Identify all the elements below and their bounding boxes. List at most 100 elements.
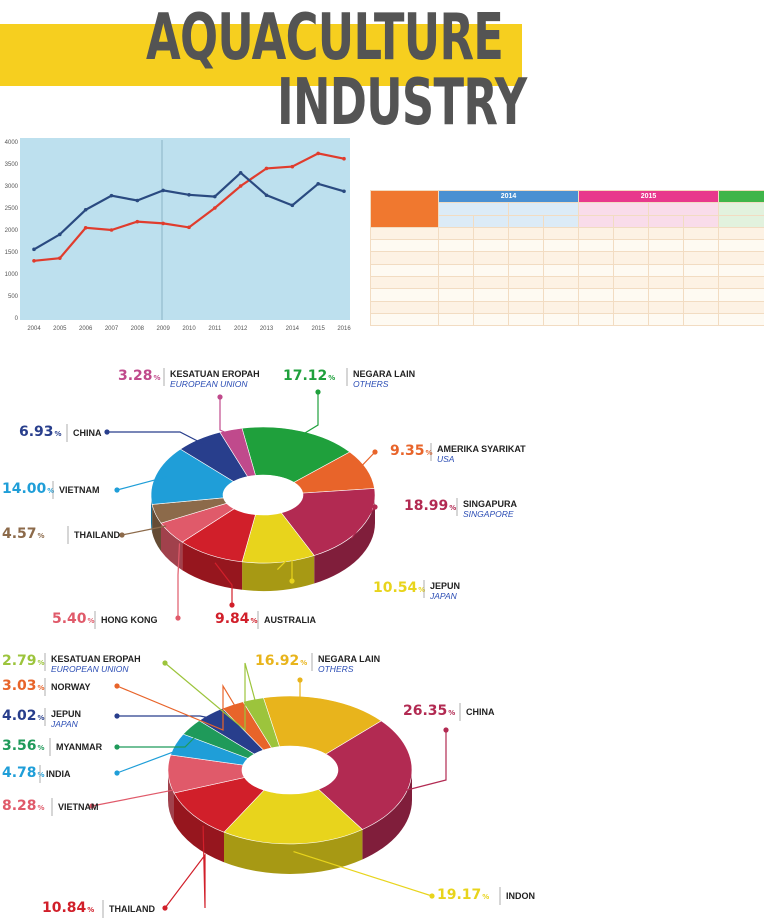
data-point bbox=[84, 208, 88, 212]
table-row bbox=[371, 252, 764, 264]
percent-sign: % bbox=[328, 374, 335, 382]
x-tick-label: 2005 bbox=[53, 326, 67, 332]
slice-label: SINGAPURA bbox=[463, 499, 518, 509]
table-cell bbox=[684, 301, 719, 313]
percent-sign: % bbox=[38, 659, 45, 667]
table-cell bbox=[684, 289, 719, 301]
table-cell bbox=[719, 264, 764, 276]
table-cell bbox=[614, 277, 649, 289]
table-subheader bbox=[719, 203, 764, 215]
slice-label: CHINA bbox=[73, 428, 102, 438]
table-cell bbox=[474, 227, 509, 239]
table-cell bbox=[544, 301, 579, 313]
slice-percent: 5.40% bbox=[52, 611, 95, 627]
x-tick-label: 2010 bbox=[182, 326, 196, 332]
leader-dot bbox=[217, 394, 222, 399]
slice-label-en: EUROPEAN UNION bbox=[170, 379, 248, 389]
table-subheader bbox=[649, 203, 719, 215]
slice-percent: 3.28% bbox=[118, 368, 161, 384]
leader-dot bbox=[372, 504, 377, 509]
donut-hole bbox=[242, 746, 338, 794]
table-row bbox=[371, 277, 764, 289]
data-point bbox=[110, 228, 114, 232]
table-row bbox=[371, 289, 764, 301]
slice-label-en: USA bbox=[437, 454, 455, 464]
slice-percent: 26.35% bbox=[403, 703, 455, 719]
leader-dot bbox=[114, 770, 119, 775]
y-tick-label: 1500 bbox=[5, 250, 19, 256]
table-subheader bbox=[509, 215, 544, 227]
data-point bbox=[291, 165, 295, 169]
table-year-2014: 2014 bbox=[439, 191, 579, 203]
table-row bbox=[371, 240, 764, 252]
table-cell bbox=[544, 289, 579, 301]
data-point bbox=[342, 157, 346, 161]
percent-sign: % bbox=[55, 430, 62, 438]
table-subheader bbox=[579, 203, 649, 215]
table-row bbox=[371, 301, 764, 313]
x-tick-label: 2016 bbox=[337, 326, 351, 332]
leader-dot bbox=[104, 429, 109, 434]
y-tick-label: 500 bbox=[8, 294, 19, 300]
leader-dot bbox=[114, 683, 119, 688]
table-cell bbox=[649, 240, 684, 252]
slice-percent: 3.03% bbox=[2, 678, 45, 694]
trade-table-grid: 2014 2015 bbox=[370, 190, 764, 326]
y-tick-label: 2000 bbox=[5, 228, 19, 234]
x-tick-label: 2007 bbox=[105, 326, 119, 332]
table-cell bbox=[684, 240, 719, 252]
table-cell bbox=[684, 264, 719, 276]
x-tick-label: 2004 bbox=[27, 326, 41, 332]
table-cell bbox=[719, 277, 764, 289]
table-cell bbox=[439, 277, 474, 289]
percent-sign: % bbox=[38, 684, 45, 692]
data-point bbox=[161, 189, 165, 193]
leader-dot bbox=[162, 660, 167, 665]
data-point bbox=[213, 195, 217, 199]
percent-sign: % bbox=[38, 714, 45, 722]
data-point bbox=[316, 152, 320, 156]
table-cell bbox=[544, 227, 579, 239]
table-cell bbox=[439, 240, 474, 252]
table-subheader bbox=[649, 215, 684, 227]
data-point bbox=[187, 226, 191, 230]
data-point bbox=[213, 206, 217, 210]
table-subheader bbox=[579, 215, 614, 227]
y-tick-label: 1000 bbox=[5, 272, 19, 278]
table-row-label bbox=[371, 252, 439, 264]
table-cell bbox=[614, 264, 649, 276]
leader-line bbox=[92, 789, 180, 806]
percent-sign: % bbox=[251, 617, 258, 625]
data-point bbox=[32, 259, 36, 263]
slice-percent: 9.35% bbox=[390, 443, 433, 459]
table-cell bbox=[474, 252, 509, 264]
slice-label: NEGARA LAIN bbox=[353, 369, 415, 379]
data-point bbox=[84, 226, 88, 230]
table-row-label bbox=[371, 227, 439, 239]
table-cell bbox=[684, 313, 719, 325]
table-cell bbox=[544, 264, 579, 276]
table-row-label bbox=[371, 240, 439, 252]
percent-sign: % bbox=[426, 449, 433, 457]
slice-label: INDON bbox=[506, 891, 535, 901]
data-point bbox=[136, 199, 140, 203]
table-cell bbox=[579, 252, 614, 264]
data-point bbox=[136, 220, 140, 224]
table-cell bbox=[719, 289, 764, 301]
percent-sign: % bbox=[300, 659, 307, 667]
table-row bbox=[371, 264, 764, 276]
table-subheader bbox=[474, 215, 509, 227]
table-subheader bbox=[509, 203, 579, 215]
percent-sign: % bbox=[482, 893, 489, 901]
percent-sign: % bbox=[154, 374, 161, 382]
leader-dot bbox=[315, 389, 320, 394]
leader-dot bbox=[114, 713, 119, 718]
leader-dot bbox=[175, 615, 180, 620]
table-row-label bbox=[371, 289, 439, 301]
leader-dot bbox=[162, 905, 167, 910]
table-cell bbox=[579, 313, 614, 325]
table-cell bbox=[509, 264, 544, 276]
leader-dot bbox=[429, 893, 434, 898]
table-cell bbox=[719, 313, 764, 325]
